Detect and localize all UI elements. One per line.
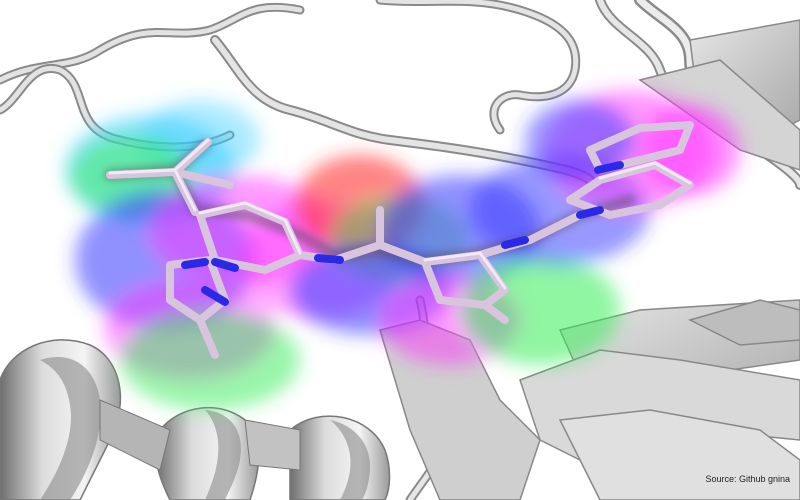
- nitrogen-atom: [501, 236, 529, 249]
- ligand-bond: [196, 316, 219, 359]
- ligand-bond: [106, 168, 179, 179]
- alpha-helix: [155, 407, 260, 500]
- source-caption: Source: Github gnina: [705, 474, 790, 484]
- nitrogen-atom: [314, 254, 344, 264]
- ligand-structure: [104, 121, 694, 359]
- ligand-bond: [171, 168, 234, 189]
- nitrogen-atom: [181, 258, 209, 269]
- nitrogen-atom: [576, 206, 604, 219]
- beta-strand: [558, 409, 800, 500]
- ligand-bond: [376, 241, 429, 266]
- nitrogen-atom: [211, 258, 239, 272]
- ligand-bond: [526, 211, 584, 244]
- nitrogen-atom: [594, 161, 624, 174]
- ligand-ring: [566, 161, 694, 219]
- ligand-bond: [481, 301, 509, 324]
- protein-helices: [0, 339, 391, 500]
- ligand-ring: [421, 251, 509, 309]
- protein-sheets: [379, 19, 800, 500]
- nitrogen-atom: [201, 286, 229, 306]
- beta-strand: [687, 299, 800, 346]
- nitrogen-atoms: [181, 161, 624, 306]
